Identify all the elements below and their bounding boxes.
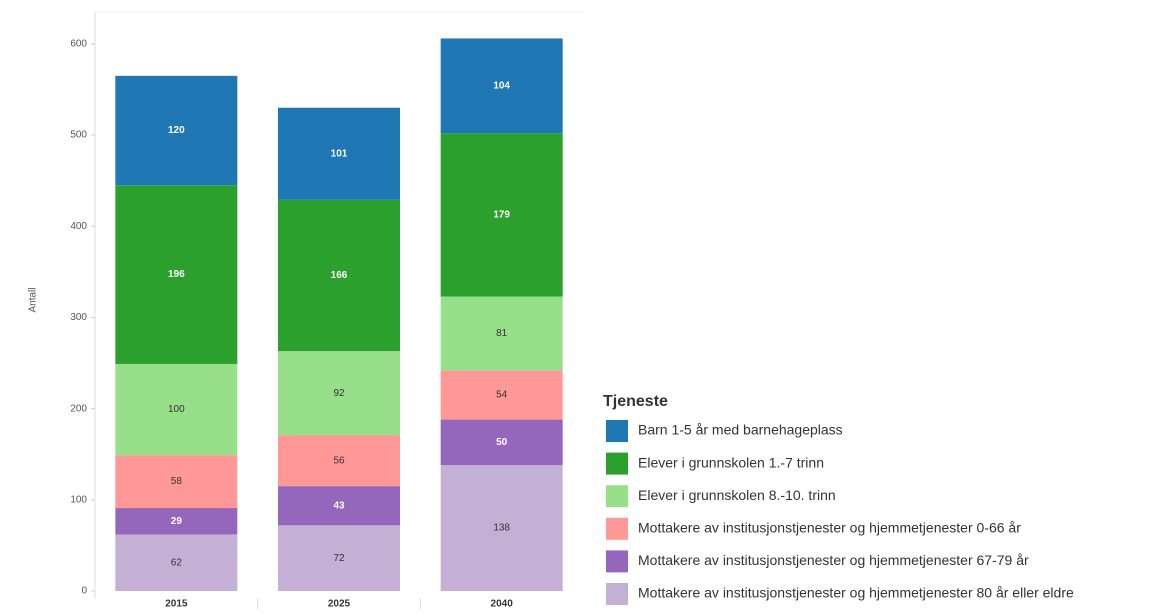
- value-label: 29: [171, 516, 183, 527]
- value-label: 104: [493, 80, 510, 91]
- bar-segment: [278, 486, 400, 526]
- value-label: 138: [493, 523, 510, 534]
- bar-segment: [278, 199, 400, 352]
- bar-segment: [115, 455, 238, 509]
- y-tick-label: 600: [70, 39, 87, 50]
- legend-label: Elever i grunnskolen 8.-10. trinn: [638, 487, 836, 503]
- legend-label: Elever i grunnskolen 1.-7 trinn: [638, 454, 824, 470]
- bar-segment: [115, 534, 238, 591]
- value-label: 166: [331, 270, 348, 281]
- bar-segment: [440, 296, 563, 371]
- bar-segment: [115, 508, 238, 535]
- legend-swatch: [606, 517, 628, 540]
- y-tick-label: 100: [70, 494, 87, 505]
- bar-segment: [440, 465, 563, 591]
- x-tick-label: 2040: [491, 599, 514, 609]
- value-label: 179: [493, 210, 510, 221]
- bar-segment: [115, 363, 238, 456]
- bar-segment: [115, 185, 238, 364]
- legend-swatch: [606, 485, 628, 508]
- value-label: 81: [496, 328, 508, 339]
- value-label: 56: [333, 455, 345, 466]
- bar-segment: [440, 38, 563, 134]
- y-tick-label: 200: [70, 403, 87, 414]
- bar-segment: [440, 133, 563, 297]
- bar-segment: [440, 370, 563, 420]
- bar-segment: [440, 419, 563, 466]
- y-tick-label: 400: [70, 221, 87, 232]
- bar-segment: [278, 107, 400, 200]
- value-label: 120: [168, 125, 185, 136]
- value-label: 58: [171, 476, 183, 487]
- value-label: 72: [333, 553, 345, 564]
- value-label: 54: [496, 390, 508, 401]
- bar-segment: [278, 351, 400, 436]
- legend-label: Barn 1-5 år med barnehageplass: [638, 422, 843, 438]
- legend-swatch: [606, 583, 628, 605]
- x-tick-label: 2025: [328, 599, 351, 609]
- value-label: 100: [168, 404, 185, 415]
- y-axis-label: Antall: [28, 287, 39, 312]
- value-label: 62: [171, 557, 183, 568]
- legend-title: Tjeneste: [603, 393, 668, 410]
- y-tick-label: 300: [70, 312, 87, 323]
- legend-swatch: [606, 452, 628, 475]
- value-label: 101: [331, 148, 348, 159]
- legend-swatch: [606, 550, 628, 573]
- y-tick-label: 500: [70, 130, 87, 141]
- bar-segment: [115, 75, 238, 186]
- value-label: 43: [333, 500, 345, 511]
- bar-segment: [278, 435, 400, 487]
- legend-label: Mottakere av institusjonstjenester og hj…: [638, 520, 1021, 536]
- value-label: 196: [168, 269, 185, 280]
- legend-label: Mottakere av institusjonstjenester og hj…: [638, 585, 1074, 601]
- bar-segment: [278, 525, 400, 591]
- value-label: 50: [496, 437, 508, 448]
- y-tick-label: 0: [81, 586, 87, 597]
- legend-swatch: [606, 420, 628, 442]
- x-tick-label: 2015: [165, 599, 188, 609]
- value-label: 92: [333, 388, 345, 399]
- legend-label: Mottakere av institusjonstjenester og hj…: [638, 552, 1029, 568]
